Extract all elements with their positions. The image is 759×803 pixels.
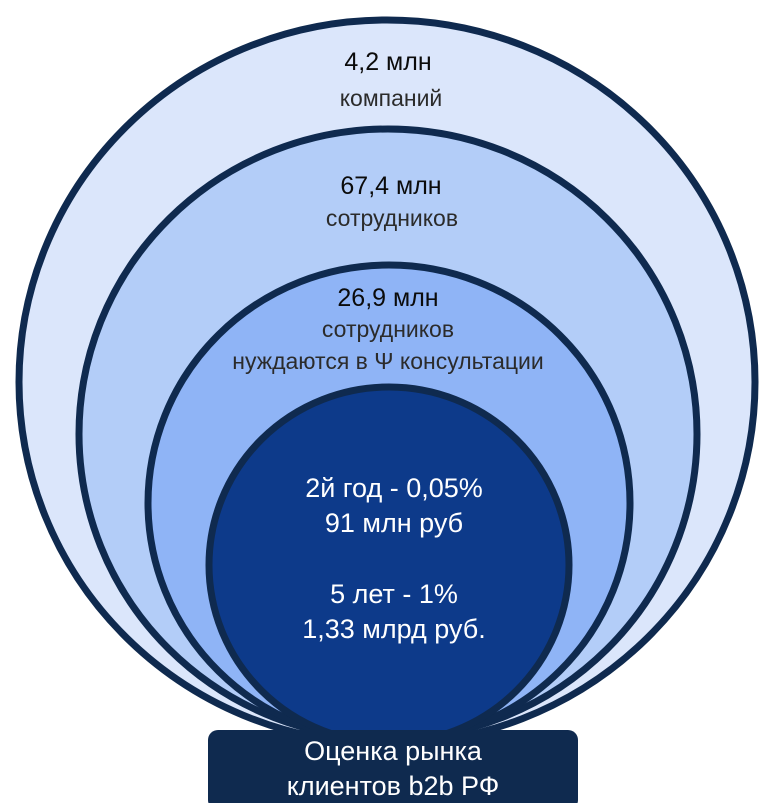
caption-line-2: клиентов b2b РФ [287, 771, 500, 801]
core-circle [205, 383, 573, 747]
level-1-label: компаний [340, 85, 443, 111]
caption-box [208, 730, 578, 803]
core-year5-revenue: 1,33 млрд руб. [302, 614, 486, 644]
core-year2-revenue: 91 млн руб [325, 508, 463, 538]
level-1-value: 4,2 млн [344, 48, 431, 76]
level-3-label-line-1: сотрудников [322, 316, 454, 342]
core-year2-share: 2й год - 0,05% [305, 473, 483, 503]
level-3-value: 26,9 млн [337, 284, 438, 312]
level-2-value: 67,4 млн [340, 172, 441, 200]
core-year5-share: 5 лет - 1% [330, 579, 458, 609]
caption-line-1: Оценка рынка [304, 736, 483, 766]
level-2-label: сотрудников [326, 205, 458, 231]
level-3-label-line-2: нуждаются в Ψ консультации [232, 348, 544, 374]
